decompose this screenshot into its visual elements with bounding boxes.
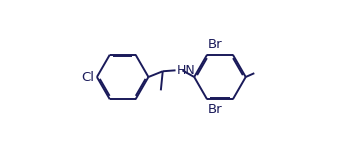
Text: Cl: Cl bbox=[82, 71, 95, 83]
Text: Br: Br bbox=[208, 38, 222, 51]
Text: Br: Br bbox=[208, 103, 222, 116]
Text: HN: HN bbox=[177, 64, 196, 77]
